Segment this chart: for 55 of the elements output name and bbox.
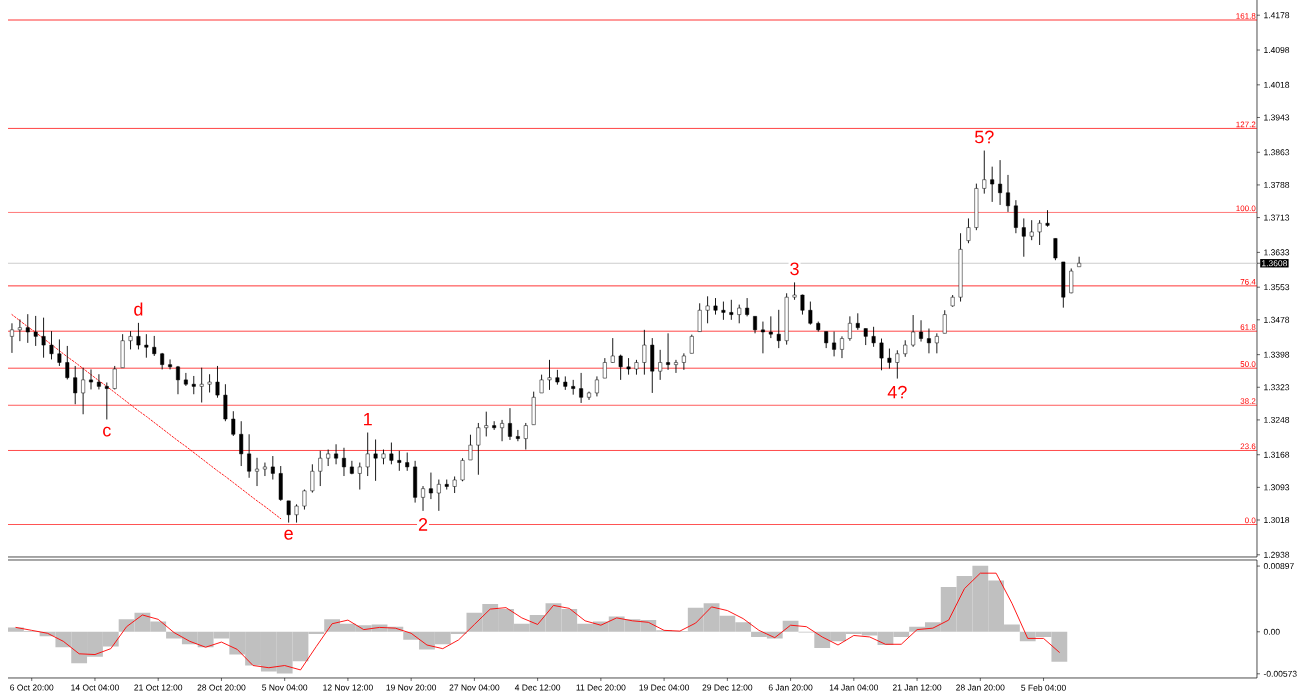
x-tick-label: 28 Oct 20:00 <box>197 684 246 691</box>
y-tick-label: 1.3093 <box>1264 484 1290 491</box>
annotation: 38.2 <box>1240 398 1256 404</box>
x-tick-label: 27 Nov 04:00 <box>449 684 500 691</box>
annotation: d <box>134 302 143 316</box>
x-tick-label: 14 Jan 04:00 <box>829 684 879 691</box>
y-tick-label: 0.00897 <box>1263 563 1294 570</box>
y-tick-label: 1.4178 <box>1264 12 1290 19</box>
annotation: 23.6 <box>1240 443 1256 450</box>
y-tick-label: 1.3553 <box>1264 284 1290 291</box>
y-tick-label: -0.00573 <box>1263 670 1297 677</box>
annotation: 1 <box>364 412 372 426</box>
y-tick-label: 1.3248 <box>1264 416 1290 423</box>
y-tick-label: 1.3633 <box>1264 249 1290 256</box>
annotation: 3 <box>790 262 799 276</box>
x-tick-label: 4 Dec 12:00 <box>514 684 561 691</box>
y-tick-label: 1.3863 <box>1264 149 1290 156</box>
annotation: 61.8 <box>1240 324 1256 330</box>
annotation: 50.0 <box>1240 361 1256 367</box>
x-tick-label: 29 Dec 12:00 <box>702 684 753 691</box>
x-tick-label: 5 Feb 04:00 <box>1021 684 1066 691</box>
annotation: 76.4 <box>1240 279 1256 285</box>
x-tick-label: 6 Jan 20:00 <box>768 684 813 691</box>
annotation: 127.2 <box>1236 121 1256 128</box>
x-tick-label: 12 Nov 12:00 <box>323 684 373 691</box>
x-tick-label: 19 Dec 04:00 <box>639 684 690 691</box>
x-tick-label: 21 Jan 12:00 <box>892 684 942 691</box>
y-tick-label: 1.3398 <box>1264 351 1290 358</box>
y-tick-label: 1.3168 <box>1264 451 1290 458</box>
y-tick-label: 1.3788 <box>1264 181 1290 188</box>
x-tick-label: 21 Oct 12:00 <box>134 684 183 691</box>
annotation: c <box>103 426 111 437</box>
y-tick-label: 1.2938 <box>1264 551 1290 558</box>
y-tick-label: 1.4018 <box>1264 81 1290 88</box>
y-tick-label: 1.3478 <box>1264 316 1290 323</box>
annotation: 4? <box>887 385 907 399</box>
y-tick-label: 1.3943 <box>1264 114 1290 121</box>
x-tick-label: 19 Nov 20:00 <box>386 684 437 691</box>
y-tick-label: 1.4098 <box>1264 47 1290 54</box>
annotation: 161.8 <box>1236 13 1256 19</box>
y-tick-label: 0.00 <box>1263 628 1280 635</box>
y-tick-label: 1.3323 <box>1264 384 1290 391</box>
y-tick-label: 1.3608 <box>1262 260 1288 267</box>
x-tick-label: 6 Oct 20:00 <box>10 684 54 691</box>
annotation: 5? <box>974 130 994 144</box>
annotation: 100.0 <box>1236 205 1256 212</box>
y-tick-label: 1.3713 <box>1264 214 1290 221</box>
annotation: 2 <box>418 518 428 531</box>
x-tick-label: 14 Oct 04:00 <box>71 684 119 691</box>
x-tick-label: 28 Jan 20:00 <box>956 684 1005 691</box>
annotation: 0.0 <box>1244 517 1256 524</box>
annotation: e <box>284 529 293 540</box>
y-tick-label: 1.3018 <box>1264 516 1290 523</box>
x-tick-label: 5 Nov 04:00 <box>262 684 308 691</box>
x-tick-label: 11 Dec 20:00 <box>576 684 626 691</box>
